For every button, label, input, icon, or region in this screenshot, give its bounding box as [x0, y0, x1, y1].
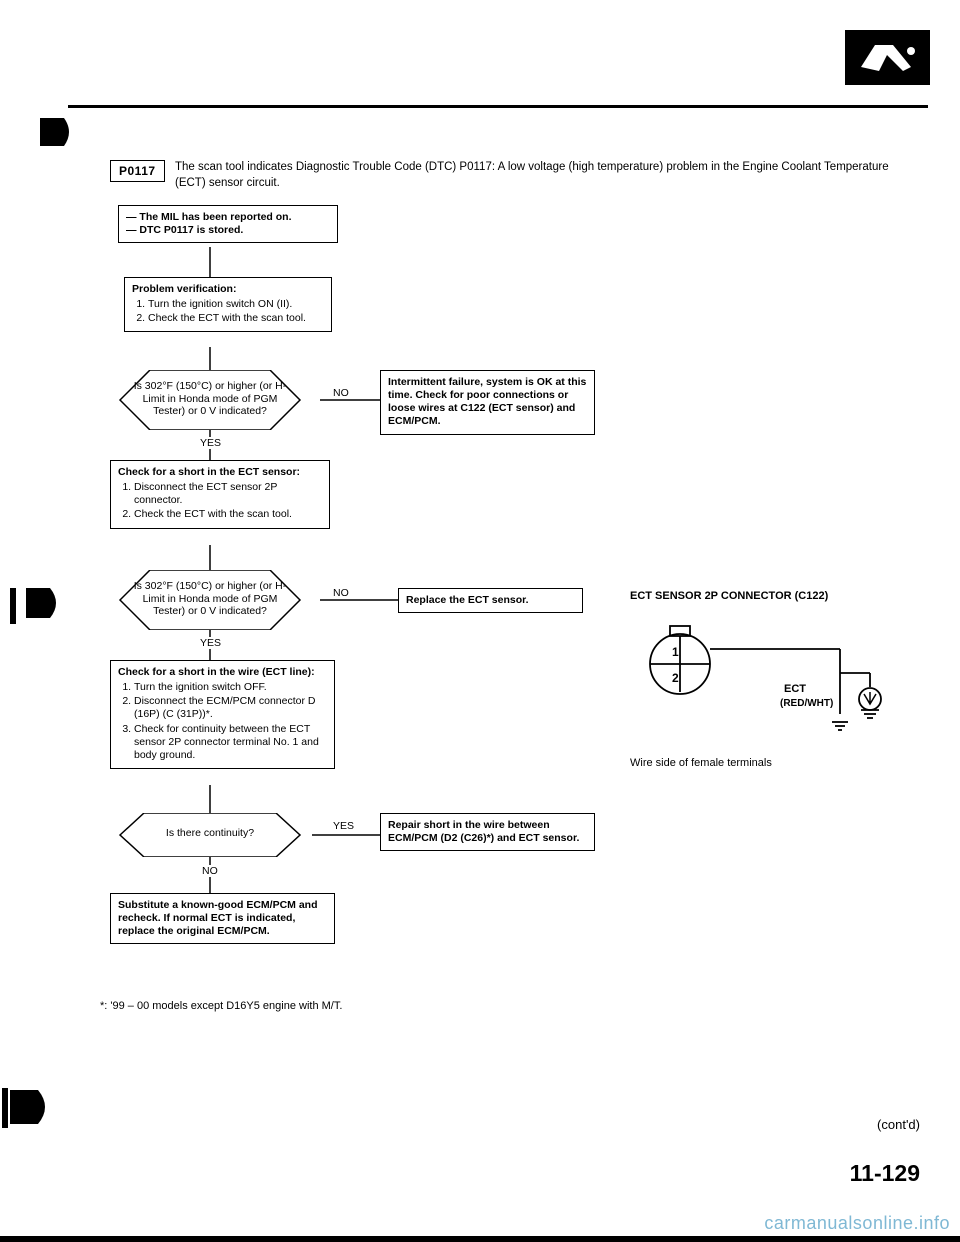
- short-wire-title: Check for a short in the wire (ECT line)…: [118, 666, 315, 678]
- decision-3-text: Is there continuity?: [108, 827, 312, 840]
- short-wire-step2: Disconnect the ECM/PCM connector D (16P)…: [134, 695, 327, 721]
- intermittent-text: Intermittent failure, system is OK at th…: [388, 376, 586, 427]
- short-wire-box: Check for a short in the wire (ECT line)…: [110, 660, 335, 769]
- start-line2: — DTC P0117 is stored.: [126, 224, 243, 236]
- verify-box: Problem verification: Turn the ignition …: [124, 277, 332, 332]
- repair-short-box: Repair short in the wire between ECM/PCM…: [380, 813, 595, 851]
- flowchart: — The MIL has been reported on. — DTC P0…: [100, 205, 630, 1035]
- decision-2-text: Is 302°F (150°C) or higher (or H-Limit i…: [130, 580, 290, 618]
- short-sensor-step2: Check the ECT with the scan tool.: [134, 508, 322, 521]
- intro-text: The scan tool indicates Diagnostic Troub…: [175, 160, 915, 191]
- thumb-tab-low: [10, 1090, 46, 1120]
- decision-2-no: NO: [333, 587, 349, 599]
- decision-3: Is there continuity?: [108, 813, 312, 857]
- start-line1: — The MIL has been reported on.: [126, 211, 292, 223]
- brand-logo: [845, 30, 930, 85]
- replace-sensor-box: Replace the ECT sensor.: [398, 588, 583, 613]
- short-sensor-step1: Disconnect the ECT sensor 2P connector.: [134, 481, 322, 507]
- bottom-bar: [0, 1236, 960, 1242]
- connector-caption: Wire side of female terminals: [630, 757, 930, 769]
- decision-3-no: NO: [202, 865, 218, 877]
- verify-step1: Turn the ignition switch ON (II).: [148, 298, 324, 311]
- watermark: carmanualsonline.info: [764, 1213, 950, 1234]
- verify-step2: Check the ECT with the scan tool.: [148, 312, 324, 325]
- decision-2: Is 302°F (150°C) or higher (or H-Limit i…: [100, 570, 320, 630]
- connector-figure: ECT SENSOR 2P CONNECTOR (C122): [630, 590, 930, 769]
- header-rule: [68, 105, 928, 108]
- verify-title: Problem verification:: [132, 283, 236, 295]
- substitute-text: Substitute a known-good ECM/PCM and rech…: [118, 899, 318, 937]
- footnote: *: '99 – 00 models except D16Y5 engine w…: [100, 1000, 342, 1012]
- thumb-tab-mid: [26, 588, 62, 618]
- short-wire-step3: Check for continuity between the ECT sen…: [134, 723, 327, 762]
- start-box: — The MIL has been reported on. — DTC P0…: [118, 205, 338, 243]
- decision-1-text: Is 302°F (150°C) or higher (or H-Limit i…: [130, 380, 290, 418]
- replace-sensor-text: Replace the ECT sensor.: [406, 594, 529, 606]
- page-number: 11-129: [850, 1160, 920, 1187]
- short-sensor-box: Check for a short in the ECT sensor: Dis…: [110, 460, 330, 529]
- decision-1-yes: YES: [200, 437, 221, 449]
- repair-short-text: Repair short in the wire between ECM/PCM…: [388, 819, 579, 844]
- contd-label: (cont'd): [877, 1117, 920, 1132]
- thumb-tab-top: [40, 118, 74, 146]
- decision-2-yes: YES: [200, 637, 221, 649]
- intermittent-box: Intermittent failure, system is OK at th…: [380, 370, 595, 435]
- connector-pin2: 2: [672, 671, 679, 685]
- dtc-code-box: P0117: [110, 160, 165, 182]
- connector-title: ECT SENSOR 2P CONNECTOR (C122): [630, 590, 930, 602]
- wire-color: (RED/WHT): [780, 698, 833, 709]
- wire-label: ECT: [784, 683, 806, 695]
- short-wire-step1: Turn the ignition switch OFF.: [134, 681, 327, 694]
- short-sensor-title: Check for a short in the ECT sensor:: [118, 466, 300, 478]
- decision-1: Is 302°F (150°C) or higher (or H-Limit i…: [100, 370, 320, 430]
- decision-3-yes: YES: [333, 820, 354, 832]
- decision-1-no: NO: [333, 387, 349, 399]
- thumb-bar-low: [2, 1088, 8, 1128]
- thumb-bar: [10, 588, 16, 624]
- substitute-box: Substitute a known-good ECM/PCM and rech…: [110, 893, 335, 944]
- connector-pin1: 1: [672, 645, 679, 659]
